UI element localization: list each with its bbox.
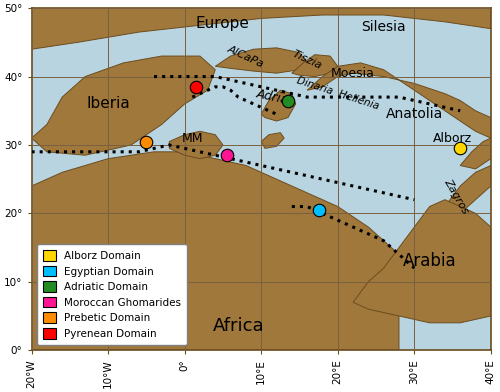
Polygon shape	[292, 54, 338, 76]
Text: Silesia: Silesia	[362, 20, 406, 34]
Text: Arabia: Arabia	[403, 252, 456, 270]
Polygon shape	[406, 165, 491, 261]
Text: Zagros: Zagros	[442, 177, 470, 216]
Polygon shape	[32, 8, 491, 49]
Text: Alborz: Alborz	[433, 132, 472, 145]
Polygon shape	[216, 48, 307, 73]
Text: Moesia: Moesia	[331, 67, 375, 80]
Polygon shape	[261, 132, 284, 149]
Text: Tiszia: Tiszia	[290, 48, 324, 71]
Text: AlCaPa: AlCaPa	[226, 43, 266, 69]
Text: Iberia: Iberia	[86, 96, 130, 111]
Polygon shape	[261, 90, 296, 121]
Polygon shape	[170, 131, 223, 159]
Text: MM: MM	[182, 132, 203, 145]
Polygon shape	[307, 63, 491, 138]
Text: Anatolia: Anatolia	[386, 107, 443, 121]
Text: Africa: Africa	[212, 317, 264, 335]
Polygon shape	[460, 138, 491, 169]
Text: Europe: Europe	[196, 16, 250, 31]
Polygon shape	[32, 152, 399, 350]
Legend: Alborz Domain, Egyptian Domain, Adriatic Domain, Moroccan Ghomarides, Prebetic D: Alborz Domain, Egyptian Domain, Adriatic…	[37, 244, 187, 345]
Polygon shape	[353, 200, 491, 323]
Text: Dinaria  Hellenia: Dinaria Hellenia	[296, 76, 380, 112]
Text: Adria: Adria	[256, 87, 290, 107]
Polygon shape	[32, 56, 216, 155]
